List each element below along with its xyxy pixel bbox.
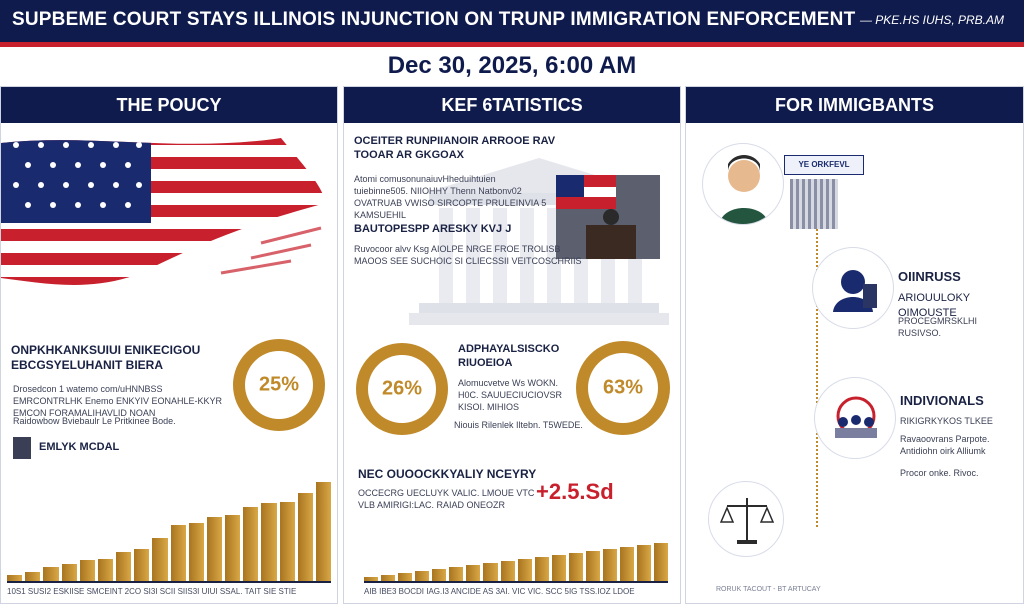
statistics-chart-bar bbox=[432, 569, 447, 581]
statistics-donut-left-label: 26% bbox=[381, 377, 423, 400]
statistics-donut-right: 63% bbox=[576, 341, 670, 435]
policy-note: Raidowbow Bviebaulr Le Pritkinee Bode. bbox=[13, 416, 176, 426]
statistics-chart-bar bbox=[602, 549, 617, 581]
policy-key: EMLYK MCDAL bbox=[13, 437, 233, 459]
statistics-heading: KEF 6TATISTICS bbox=[344, 87, 680, 123]
policy-donut-label: 25% bbox=[258, 373, 300, 396]
document-icon bbox=[13, 437, 31, 459]
individuals-body: Ravaoovrans Parpote. Antidiohn oirk Alli… bbox=[900, 434, 990, 457]
id-badge-text: YE ORKFEVL bbox=[798, 160, 850, 169]
policy-chart-bar bbox=[206, 516, 223, 581]
statistics-bottom-body: OCCECRG UECLUYK VALIC. LMOUE VTC VLB AMI… bbox=[358, 488, 535, 511]
statistics-chart-bar bbox=[483, 563, 498, 581]
individuals-title: INDIVIONALS bbox=[900, 393, 984, 408]
policy-chart-bar bbox=[134, 548, 150, 581]
business-subtitle: ARIOUULOKY OIMOUSTE bbox=[898, 292, 970, 319]
immigrants-panel: FOR IMMIGBANTS YE ORKFEVL OIINRUSS ARIOU… bbox=[685, 86, 1024, 604]
statistics-donut-body: Alomucvetve Ws WOKN. H0C. SAUUECIUCIOVSR… bbox=[458, 378, 563, 413]
scales-of-justice-icon bbox=[719, 498, 775, 544]
statistics-chart-bar bbox=[654, 543, 669, 581]
policy-chart-bar bbox=[43, 567, 59, 581]
individuals-node bbox=[814, 377, 896, 459]
statistics-chart-bar bbox=[517, 559, 532, 581]
policy-chart-bar bbox=[61, 563, 77, 581]
flag-podium-icon bbox=[556, 175, 660, 259]
policy-chart-bar bbox=[79, 559, 95, 581]
justice-node bbox=[708, 481, 784, 557]
policy-chart-bar bbox=[25, 572, 41, 581]
statistics-title: OCEITER RUNPIIANOIR ARROOE RAV TOOAR AR … bbox=[354, 135, 556, 161]
policy-chart-bar bbox=[279, 501, 295, 581]
date-label: Dec 30, 2025, 6:00 AM bbox=[387, 52, 637, 79]
statistics-chart-bar bbox=[500, 561, 515, 581]
policy-key-label: EMLYK MCDAL bbox=[39, 441, 120, 453]
timeline-connector bbox=[816, 217, 818, 527]
policy-panel: THE POUCY bbox=[0, 86, 338, 604]
headline-banner: SUPBEME COURT STAYS ILLINOIS INJUNCTION … bbox=[0, 0, 1024, 42]
statistics-chart-bar bbox=[568, 553, 583, 581]
policy-chart-bar bbox=[188, 522, 204, 581]
statistics-panel: KEF 6TATISTICS OCEITER RUNPIIANOIR ARROO… bbox=[343, 86, 681, 604]
statistics-chart-bar bbox=[585, 551, 600, 581]
statistics-donut-title: ADPHAYALSISCKO RIUOEIOA bbox=[458, 343, 560, 369]
policy-chart-bar bbox=[315, 481, 332, 581]
statistics-body-secondary: Ruvocoor alvv Ksg AIOLPE NRGE FROE TROLI… bbox=[354, 244, 582, 267]
statistics-donut-right-label: 63% bbox=[602, 376, 644, 399]
statistics-bottom-title: NEC OUOOCKKYALIY NCEYRY bbox=[358, 467, 537, 481]
statistics-chart-bar bbox=[398, 573, 413, 581]
red-rule bbox=[0, 42, 1024, 47]
policy-chart-bar bbox=[7, 574, 23, 581]
id-badge: YE ORKFEVL bbox=[784, 155, 864, 175]
policy-chart-bar bbox=[297, 492, 313, 581]
statistics-chart-bar bbox=[381, 575, 396, 581]
statistics-body: Atomi comusonunaiuvHheduihtuien tuiebinn… bbox=[354, 174, 547, 221]
statistics-big-number: +2.5.Sd bbox=[536, 479, 614, 504]
policy-chart-bar bbox=[261, 502, 277, 581]
statistics-chart-bar bbox=[415, 571, 430, 581]
statistics-bar-chart bbox=[364, 531, 669, 583]
policy-chart-bar bbox=[225, 515, 241, 581]
business-node bbox=[812, 247, 894, 329]
statistics-chart-bar bbox=[551, 555, 566, 581]
policy-bar-chart bbox=[7, 457, 332, 583]
policy-chart-bar bbox=[116, 552, 132, 581]
statistics-chart-bar bbox=[619, 547, 634, 581]
business-icon bbox=[833, 270, 877, 312]
individuals-subtitle: RIKIGRKYKOS TLKEE bbox=[900, 416, 993, 426]
individuals-note: Procor onke. Rivoc. bbox=[900, 468, 979, 478]
byline: — PKE.HS IUHS, PRB.AM bbox=[859, 13, 1004, 27]
policy-heading: THE POUCY bbox=[1, 87, 337, 123]
statistics-chart-axis: AIB IBE3 BOCDI IAG.I3 ANCIDE AS 3AI. VIC… bbox=[364, 587, 635, 596]
person-portrait bbox=[702, 143, 784, 225]
person-icon bbox=[719, 155, 769, 224]
crowd-icon bbox=[835, 396, 877, 438]
policy-chart-bar bbox=[97, 558, 114, 581]
policy-donut: 25% bbox=[233, 339, 325, 431]
statistics-chart-bar bbox=[364, 577, 379, 581]
policy-chart-bar bbox=[243, 506, 259, 581]
policy-title: ONPKHKANKSUIUI ENIKECIGOU EBCGSYELUHANIT… bbox=[11, 343, 201, 372]
immigrants-heading: FOR IMMIGBANTS bbox=[686, 87, 1023, 123]
identity-card: YE ORKFEVL bbox=[784, 155, 864, 231]
headline: SUPBEME COURT STAYS ILLINOIS INJUNCTION … bbox=[12, 9, 856, 30]
business-title: OIINRUSS bbox=[898, 269, 961, 284]
statistics-chart-bar bbox=[449, 567, 464, 581]
policy-body: Drosedcon 1 watemo com/uHNNBSS EMRCONTRL… bbox=[13, 384, 223, 419]
statistics-chart-bar bbox=[466, 565, 481, 581]
policy-chart-axis: 10S1 SUSI2 ESKIISE SMCEINT 2CO SI3I SCII… bbox=[7, 587, 297, 596]
american-flag-icon bbox=[1, 138, 326, 285]
business-body: PROCEGMRSKLHI RUSIVSO. bbox=[898, 316, 978, 339]
statistics-chart-bar bbox=[637, 545, 652, 581]
policy-chart-bar bbox=[152, 537, 168, 581]
document-stack-icon bbox=[790, 179, 838, 229]
statistics-subtitle: BAUTOPESPP ARESKY KVJ J bbox=[354, 223, 512, 235]
policy-chart-bar bbox=[170, 525, 186, 581]
immigrants-footer: RORUK TACOUT - BT ARTUCAY bbox=[716, 586, 821, 593]
statistics-chart-bar bbox=[534, 557, 549, 581]
statistics-donut-left: 26% bbox=[356, 343, 448, 435]
statistics-donut-note: Niouis Rilenlek Iltebn. T5WEDE. bbox=[454, 420, 583, 430]
